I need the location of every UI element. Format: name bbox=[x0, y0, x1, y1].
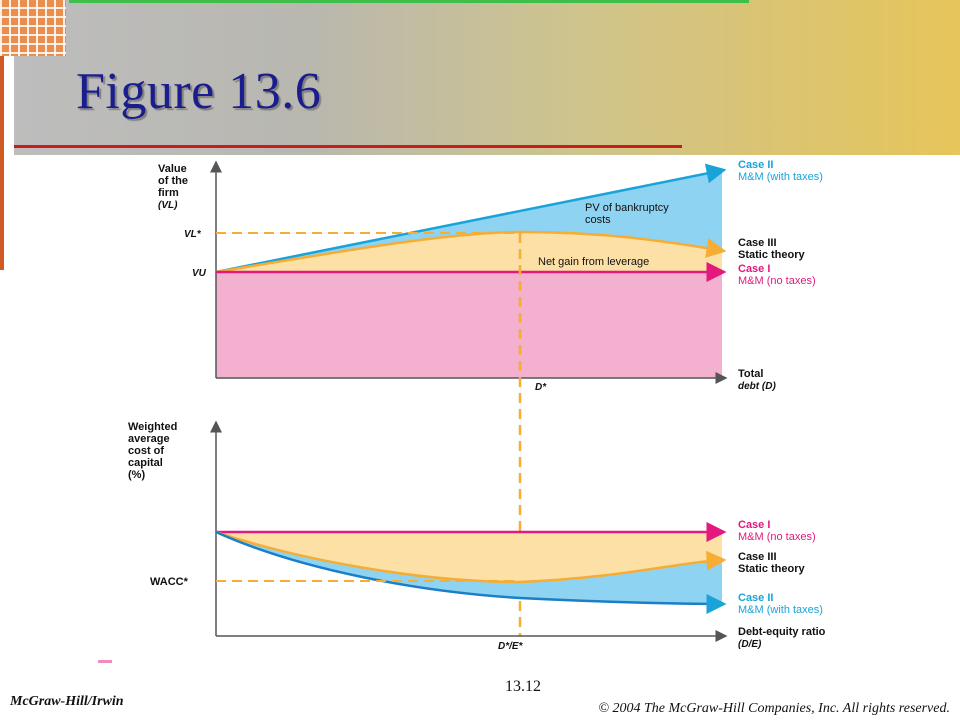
orange-area-net-gain bbox=[216, 232, 722, 272]
bottom-case-i-title: Case I bbox=[738, 519, 770, 531]
top-case-iii-desc: Static theory bbox=[738, 249, 806, 261]
decorative-pink-mark bbox=[98, 660, 112, 663]
top-xlabel-2: debt (D) bbox=[738, 381, 776, 392]
annotation-pv-bankruptcy-1: PV of bankruptcy bbox=[585, 202, 669, 214]
annotation-pv-bankruptcy-2: costs bbox=[585, 214, 611, 226]
bottom-xlabel-2: (D/E) bbox=[738, 639, 762, 650]
header-top-line bbox=[69, 0, 749, 3]
top-case-i-title: Case I bbox=[738, 263, 770, 275]
top-case-ii-desc: M&M (with taxes) bbox=[738, 171, 823, 183]
tick-vl-star: VL* bbox=[184, 229, 202, 240]
top-ylabel-2: of the bbox=[158, 175, 188, 187]
case-iii-curve bbox=[215, 230, 727, 274]
tick-wacc-star: WACC* bbox=[150, 576, 189, 588]
top-case-ii-title: Case II bbox=[738, 159, 773, 171]
footer-publisher: McGraw-Hill/Irwin bbox=[10, 694, 124, 709]
tick-vu: VU bbox=[192, 268, 207, 279]
top-ylabel-3: firm bbox=[158, 187, 179, 199]
footer-copyright: © 2004 The McGraw-Hill Companies, Inc. A… bbox=[598, 701, 950, 716]
bottom-case-ii-curve bbox=[215, 530, 727, 614]
bottom-case-i-desc: M&M (no taxes) bbox=[738, 531, 816, 543]
bottom-case-ii-title: Case II bbox=[738, 592, 773, 604]
left-accent-bar bbox=[0, 55, 14, 720]
top-ylabel-4: (VL) bbox=[158, 200, 178, 211]
bottom-ylabel-3: cost of bbox=[128, 445, 164, 457]
top-case-i-desc: M&M (no taxes) bbox=[738, 275, 816, 287]
page-number: 13.12 bbox=[505, 678, 541, 695]
bottom-chart: Weighted average cost of capital (%) WAC… bbox=[128, 420, 826, 652]
bottom-ylabel-2: average bbox=[128, 433, 170, 445]
tick-d-star: D* bbox=[535, 382, 547, 393]
bottom-case-ii-desc: M&M (with taxes) bbox=[738, 604, 823, 616]
header-band bbox=[14, 0, 960, 155]
pink-area-case-i bbox=[216, 272, 722, 378]
bottom-ylabel-4: capital bbox=[128, 457, 163, 469]
case-ii-line bbox=[215, 163, 727, 274]
bottom-ylabel-1: Weighted bbox=[128, 421, 177, 433]
top-case-iii-title: Case III bbox=[738, 237, 777, 249]
title-underline bbox=[14, 145, 682, 148]
tick-de-star: D*/E* bbox=[498, 641, 524, 652]
top-chart: Value of the firm (VL) VL* VU D* Total d… bbox=[158, 159, 823, 393]
bottom-case-iii-title: Case III bbox=[738, 551, 777, 563]
annotation-net-gain: Net gain from leverage bbox=[538, 256, 649, 268]
left-accent-stripe bbox=[0, 55, 4, 270]
bottom-case-iii-desc: Static theory bbox=[738, 563, 806, 575]
bottom-xlabel-1: Debt-equity ratio bbox=[738, 626, 826, 638]
bottom-ylabel-5: (%) bbox=[128, 469, 145, 481]
blue-area-case-ii bbox=[216, 532, 722, 604]
slide-title: Figure 13.6 bbox=[76, 63, 322, 120]
top-xlabel-1: Total bbox=[738, 368, 763, 380]
orange-area-static bbox=[216, 532, 722, 582]
top-ylabel-1: Value bbox=[158, 163, 187, 175]
grid-logo-icon bbox=[0, 0, 66, 56]
